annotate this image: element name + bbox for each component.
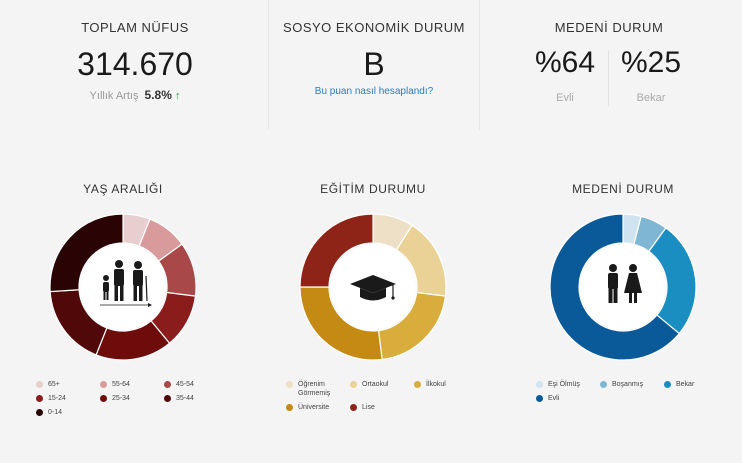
- legend-swatch: [164, 395, 171, 402]
- education-chart-title: EĞİTİM DURUMU: [320, 182, 426, 196]
- legend-label: Eşi Ölmüş: [548, 381, 580, 388]
- population-value: 314.670: [77, 46, 193, 82]
- legend-label: Bekar: [676, 381, 695, 388]
- legend-item-bekar: Bekar: [664, 380, 694, 389]
- legend-label: Öğrenim Görmemiş: [298, 381, 331, 397]
- marital-donut-chart: [549, 213, 697, 361]
- legend-label: 25-34: [112, 395, 130, 402]
- age-donut-chart: [49, 213, 197, 361]
- slice-evli: [549, 213, 681, 361]
- legend-swatch: [100, 381, 107, 388]
- growth-line: Yıllık Artış 5.8% ↑: [30, 88, 240, 102]
- legend-item-lise: Lise: [350, 403, 375, 412]
- legend-item-esi-olmus: Eşi Ölmüş: [536, 380, 580, 389]
- legend-swatch: [286, 381, 293, 388]
- divider: [608, 50, 609, 106]
- education-chart-panel: EĞİTİM DURUMU Öğrenim Görmemiş Ortaokul İl…: [258, 170, 488, 460]
- legend-swatch: [536, 381, 543, 388]
- legend-swatch: [350, 404, 357, 411]
- legend-label: Evli: [548, 395, 560, 402]
- legend-label: 55-64: [112, 381, 130, 388]
- education-donut-chart: [299, 213, 447, 361]
- legend-label: 45-54: [176, 381, 194, 388]
- legend-label: Boşanmış: [612, 381, 644, 388]
- legend-swatch: [350, 381, 357, 388]
- legend-label: 35-44: [176, 395, 194, 402]
- legend-item-15-24: 15-24: [36, 394, 66, 403]
- summary-stats: TOPLAM NÜFUS 314.670 Yıllık Artış 5.8% ↑…: [0, 0, 742, 130]
- single-value: %25: [620, 46, 682, 79]
- married-label: Evli: [556, 92, 574, 104]
- legend-swatch: [36, 409, 43, 416]
- legend-item-evli: Evli: [536, 394, 559, 403]
- population-stat: TOPLAM NÜFUS 314.670 Yıllık Artış 5.8% ↑: [30, 0, 240, 130]
- married-value: %64: [534, 46, 596, 79]
- slice-lise: [299, 213, 374, 288]
- single-stat: %25 Bekar: [616, 46, 686, 104]
- legend-item-ilkokul: İlkokul: [414, 380, 446, 389]
- legend-item-65plus: 65+: [36, 380, 60, 389]
- legend-item-45-54: 45-54: [164, 380, 194, 389]
- single-label: Bekar: [636, 92, 666, 104]
- legend-label: Lise: [362, 404, 375, 411]
- growth-value: 5.8%: [144, 88, 172, 102]
- marital-chart-panel: MEDENİ DURUM Eşi Ölmüş Boşanmış Bekar Evli: [508, 170, 738, 460]
- slice-0-14: [49, 213, 124, 293]
- donut-hole: [580, 244, 666, 330]
- growth-label: Yıllık Artış: [89, 90, 139, 102]
- socio-value: B: [363, 46, 385, 82]
- legend-swatch: [600, 381, 607, 388]
- legend-item-bosanmis: Boşanmış: [600, 380, 643, 389]
- marital-chart-title: MEDENİ DURUM: [572, 182, 674, 196]
- legend-label: İlkokul: [426, 381, 446, 388]
- legend-item-ogrenim-gormemis: Öğrenim Görmemiş: [286, 380, 330, 398]
- legend-swatch: [100, 395, 107, 402]
- graduation-cap-icon: [350, 275, 396, 301]
- legend-swatch: [536, 395, 543, 402]
- legend-item-universite: Üniversite: [286, 403, 329, 412]
- legend-label: Ortaokul: [362, 381, 389, 388]
- family-icon: [100, 260, 152, 307]
- legend-label: Üniversite: [298, 404, 330, 411]
- legend-swatch: [414, 381, 421, 388]
- legend-swatch: [286, 404, 293, 411]
- legend-swatch: [36, 381, 43, 388]
- legend-swatch: [36, 395, 43, 402]
- population-title: TOPLAM NÜFUS: [81, 20, 189, 35]
- legend-label: 15-24: [48, 395, 66, 402]
- legend-item-25-34: 25-34: [100, 394, 130, 403]
- arrow-up-icon: ↑: [174, 90, 181, 102]
- legend-item-0-14: 0-14: [36, 408, 62, 417]
- score-explanation-link[interactable]: Bu puan nasıl hesaplandı?: [314, 86, 434, 97]
- married-stat: %64 Evli: [530, 46, 600, 104]
- marital-title: MEDENİ DURUM: [554, 20, 664, 35]
- legend-label: 0-14: [48, 409, 63, 416]
- couple-icon: [608, 264, 642, 303]
- legend-label: 65+: [48, 381, 60, 388]
- legend-item-ortaokul: Ortaokul: [350, 380, 388, 389]
- age-chart-panel: YAŞ ARALIĞI 65+ 55-64 45-54 15-24 25-34 35-44…: [8, 170, 238, 460]
- legend-item-55-64: 55-64: [100, 380, 130, 389]
- socio-economic-stat: SOSYO EKONOMİK DURUM B Bu puan nasıl hes…: [268, 0, 480, 130]
- legend-swatch: [664, 381, 671, 388]
- legend-swatch: [164, 381, 171, 388]
- legend-item-35-44: 35-44: [164, 394, 194, 403]
- socio-title: SOSYO EKONOMİK DURUM: [283, 20, 465, 35]
- marital-stat: MEDENİ DURUM %64 Evli %25 Bekar: [500, 0, 718, 130]
- age-chart-title: YAŞ ARALIĞI: [83, 182, 163, 196]
